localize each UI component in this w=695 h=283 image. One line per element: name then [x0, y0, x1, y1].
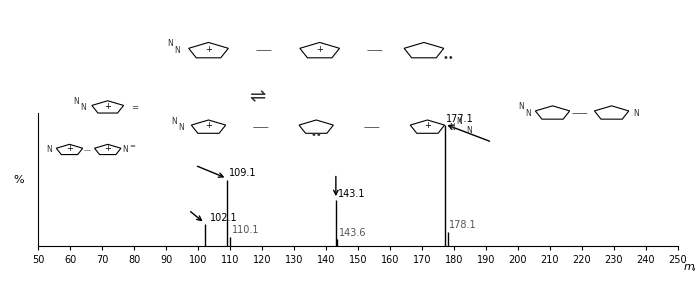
Text: N: N [122, 145, 128, 155]
Text: 143.1: 143.1 [338, 189, 366, 199]
Text: +: + [104, 144, 111, 153]
Text: ——: —— [367, 46, 384, 55]
Text: N: N [174, 46, 180, 55]
Text: ••: •• [311, 130, 322, 140]
Text: 177.1: 177.1 [446, 114, 474, 124]
Text: N: N [466, 126, 472, 135]
Text: N: N [80, 103, 85, 112]
Text: N: N [456, 117, 461, 126]
Text: N: N [46, 145, 51, 155]
Text: 178.1: 178.1 [450, 220, 477, 230]
Text: +: + [104, 102, 111, 111]
Text: ——: —— [363, 123, 380, 132]
Text: N: N [171, 117, 177, 126]
Text: %: % [13, 175, 24, 185]
Text: N: N [167, 39, 173, 48]
Text: N: N [178, 123, 183, 132]
Text: N: N [518, 102, 524, 112]
Text: m/z: m/z [684, 262, 695, 272]
Text: +: + [424, 121, 431, 130]
Text: N: N [633, 109, 639, 118]
Text: +: + [205, 45, 212, 54]
Text: ••: •• [443, 53, 454, 63]
Text: ——: —— [572, 109, 589, 118]
Text: ——: —— [252, 123, 269, 132]
Text: 143.6: 143.6 [339, 228, 366, 238]
Text: —: — [83, 147, 90, 153]
Text: 102.1: 102.1 [210, 213, 237, 223]
Text: =: = [131, 103, 138, 112]
Text: ——: —— [256, 46, 272, 55]
Text: +: + [316, 45, 323, 54]
Text: +: + [205, 121, 212, 130]
Text: 109.1: 109.1 [229, 168, 256, 179]
Text: +: + [66, 144, 73, 153]
Text: N: N [525, 109, 531, 118]
Text: 110.1: 110.1 [232, 225, 259, 235]
Text: ⇌: ⇌ [249, 87, 265, 106]
Text: =: = [129, 143, 135, 149]
Text: N: N [449, 123, 455, 132]
Text: N: N [74, 97, 79, 106]
